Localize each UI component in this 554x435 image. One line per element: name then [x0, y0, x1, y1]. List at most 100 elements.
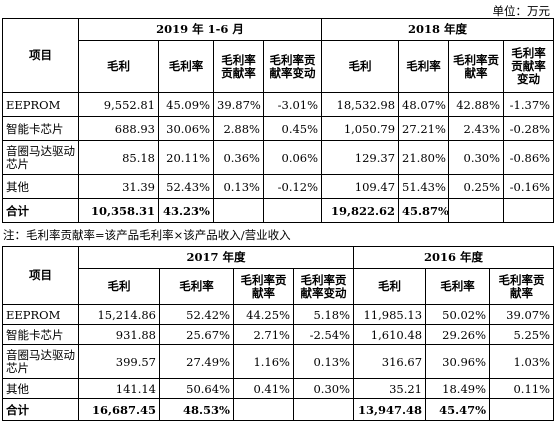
cell: -2.54% — [292, 324, 355, 345]
col-header-gross: 毛利 — [353, 268, 427, 305]
col-header-contrib: 毛利率贡献率 — [489, 268, 554, 305]
cell: 52.43% — [158, 174, 214, 199]
cell: 27.49% — [159, 344, 234, 379]
cell: 0.30% — [292, 378, 355, 399]
row-label: 音圈马达驱动芯片 — [2, 344, 79, 379]
cell: -0.28% — [503, 116, 554, 141]
cell: 931.88 — [78, 324, 160, 345]
footnote: 注：毛利率贡献率=该产品毛利率×该产品收入/营业收入 — [3, 228, 291, 242]
cell: -0.86% — [503, 140, 554, 175]
cell: 39.87% — [213, 92, 264, 117]
cell: -3.01% — [262, 92, 323, 117]
cell: 52.42% — [159, 304, 234, 325]
cell: 1.03% — [489, 344, 554, 379]
table-row: 其他 141.14 50.64% 0.41% 0.30% 35.21 18.49… — [2, 378, 554, 399]
row-label: 智能卡芯片 — [2, 324, 79, 345]
col-header-gross: 毛利 — [321, 40, 400, 93]
row-label: EEPROM — [2, 304, 79, 325]
cell: 1,050.79 — [321, 116, 400, 141]
row-label: 音圈马达驱动芯片 — [2, 140, 79, 175]
cell: 0.13% — [292, 344, 355, 379]
cell: 27.21% — [398, 116, 450, 141]
cell: 1,610.48 — [353, 324, 427, 345]
cell: 15,214.86 — [78, 304, 160, 325]
cell: 85.18 — [78, 140, 159, 175]
table-row: 智能卡芯片 688.93 30.06% 2.88% 0.45% 1,050.79… — [2, 116, 554, 141]
cell: 141.14 — [78, 378, 160, 399]
col-header-gross: 毛利 — [78, 268, 160, 305]
cell: 25.67% — [159, 324, 234, 345]
col-header-contrib: 毛利率贡献率 — [233, 268, 294, 305]
period-header: 2017 年度 — [77, 246, 355, 269]
period-header: 2019 年 1-6 月 — [77, 18, 323, 41]
cell: 35.21 — [353, 378, 427, 399]
table-row: EEPROM 15,214.86 52.42% 44.25% 5.18% 11,… — [2, 304, 554, 325]
cell: 0.45% — [262, 116, 323, 141]
cell: -0.12% — [262, 174, 323, 199]
cell: 5.25% — [489, 324, 554, 345]
cell: 0.30% — [448, 140, 505, 175]
cell: 1.16% — [233, 344, 294, 379]
cell: 10,358.31 — [78, 198, 159, 223]
cell: 2.43% — [448, 116, 505, 141]
cell: 109.47 — [321, 174, 400, 199]
cell: 45.09% — [158, 92, 214, 117]
row-label: 智能卡芯片 — [2, 116, 79, 141]
col-header-margin: 毛利率 — [425, 268, 491, 305]
cell: 39.07% — [489, 304, 554, 325]
cell: 45.87% — [398, 198, 450, 223]
col-header-contrib: 毛利率贡献率 — [448, 40, 505, 93]
cell: 50.02% — [425, 304, 491, 325]
row-label: 合计 — [2, 398, 79, 421]
cell — [503, 198, 554, 223]
table-row: 智能卡芯片 931.88 25.67% 2.71% -2.54% 1,610.4… — [2, 324, 554, 345]
col-header-margin: 毛利率 — [159, 268, 234, 305]
col-header-change: 毛利率贡献率变动 — [262, 40, 323, 93]
cell: 0.11% — [489, 378, 554, 399]
cell: 13,947.48 — [353, 398, 427, 421]
cell: 0.25% — [448, 174, 505, 199]
cell: -1.37% — [503, 92, 554, 117]
col-header-gross: 毛利 — [78, 40, 159, 93]
cell: -0.16% — [503, 174, 554, 199]
row-label: 合计 — [2, 198, 79, 223]
col-header-change: 毛利率贡献率变动 — [503, 40, 554, 93]
cell: 19,822.62 — [321, 198, 400, 223]
col-header-margin: 毛利率 — [158, 40, 214, 93]
cell — [489, 398, 554, 421]
cell: 9,552.81 — [78, 92, 159, 117]
cell: 11,985.13 — [353, 304, 427, 325]
cell: 18,532.98 — [321, 92, 400, 117]
cell: 42.88% — [448, 92, 505, 117]
cell — [262, 198, 323, 223]
cell: 48.07% — [398, 92, 450, 117]
total-row: 合计 10,358.31 43.23% 19,822.62 45.87% — [2, 198, 554, 223]
cell: 30.96% — [425, 344, 491, 379]
gross-margin-table-2019-2018: 项目 2019 年 1-6 月 2018 年度 毛利 毛利率 毛利率贡献率 毛利… — [2, 18, 554, 223]
cell — [292, 398, 355, 421]
unit-label: 单位：万元 — [492, 4, 551, 18]
cell: 48.53% — [159, 398, 234, 421]
cell: 51.43% — [398, 174, 450, 199]
cell: 2.71% — [233, 324, 294, 345]
table-row: 音圈马达驱动芯片 399.57 27.49% 1.16% 0.13% 316.6… — [2, 344, 554, 379]
cell: 5.18% — [292, 304, 355, 325]
cell: 0.13% — [213, 174, 264, 199]
period-header: 2018 年度 — [321, 18, 554, 41]
table-row: 其他 31.39 52.43% 0.13% -0.12% 109.47 51.4… — [2, 174, 554, 199]
gross-margin-table-2017-2016: 项目 2017 年度 2016 年度 毛利 毛利率 毛利率贡献率 毛利率贡献率变… — [2, 246, 554, 421]
table-row: EEPROM 9,552.81 45.09% 39.87% -3.01% 18,… — [2, 92, 554, 117]
cell: 399.57 — [78, 344, 160, 379]
cell: 316.67 — [353, 344, 427, 379]
cell: 29.26% — [425, 324, 491, 345]
cell: 44.25% — [233, 304, 294, 325]
row-label: 其他 — [2, 378, 79, 399]
cell: 45.47% — [425, 398, 491, 421]
cell: 31.39 — [78, 174, 159, 199]
row-label: EEPROM — [2, 92, 79, 117]
col-header-margin: 毛利率 — [398, 40, 450, 93]
total-row: 合计 16,687.45 48.53% 13,947.48 45.47% — [2, 398, 554, 421]
cell: 16,687.45 — [78, 398, 160, 421]
cell: 0.36% — [213, 140, 264, 175]
item-header: 项目 — [2, 246, 79, 305]
